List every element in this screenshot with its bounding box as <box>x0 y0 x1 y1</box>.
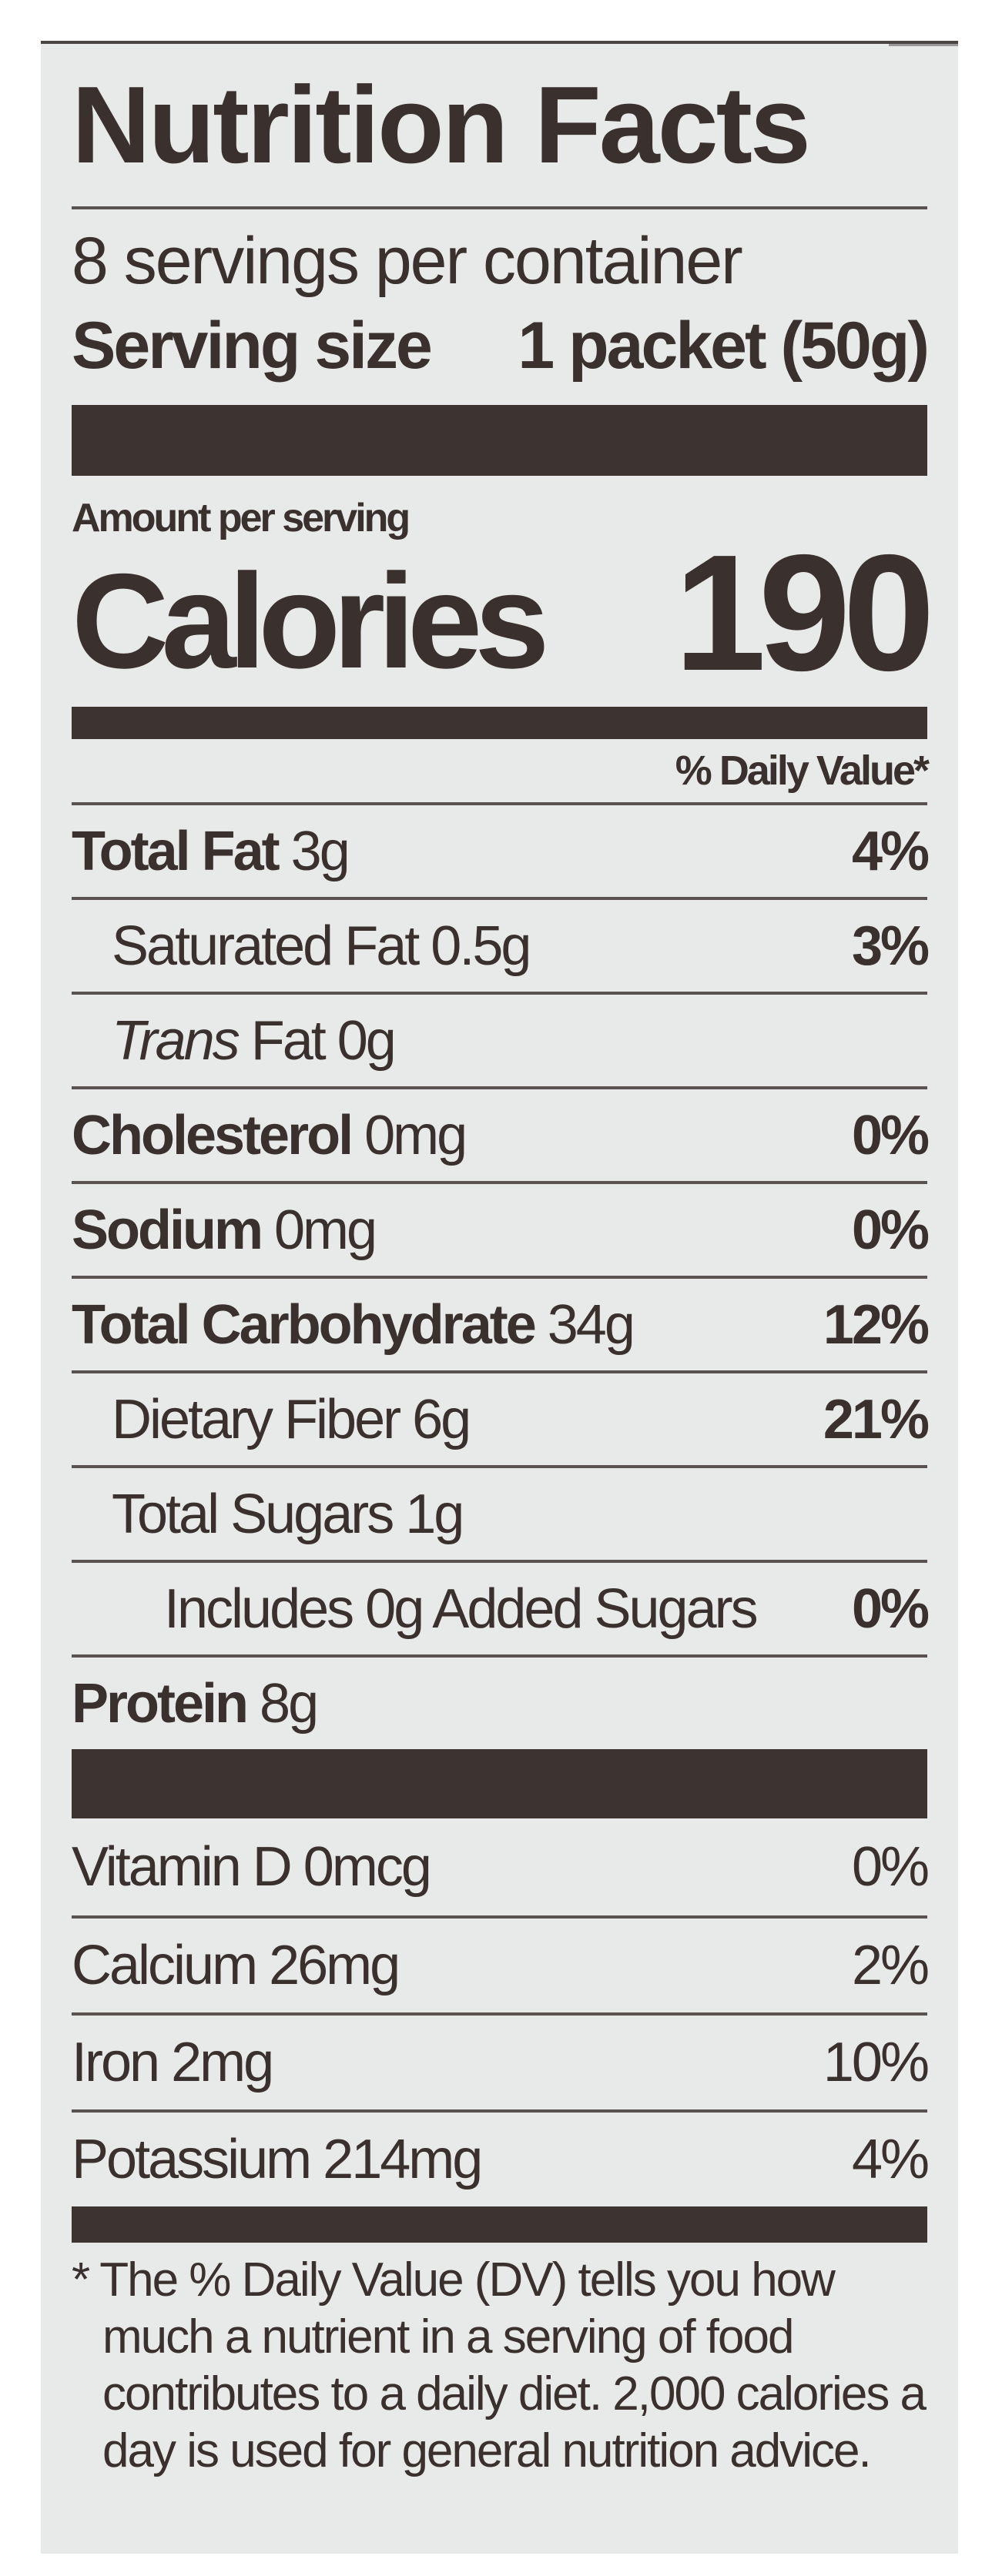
vitamin-amount: 214mg <box>323 2129 483 2190</box>
medium-divider <box>72 2206 927 2243</box>
nutrient-label: Total Sugars 1g <box>112 1483 464 1546</box>
vitamin-name: Potassium <box>72 2129 312 2190</box>
vitamin-daily-value: 2% <box>851 1935 930 1996</box>
nutrient-label: Dietary Fiber 6g <box>112 1388 471 1451</box>
vitamin-row: Vitamin D 0mcg 0% <box>72 1818 930 1915</box>
vitamin-amount: 26mg <box>269 1935 400 1996</box>
nutrient-label: Saturated Fat 0.5g <box>112 915 531 978</box>
vitamin-label: Vitamin D 0mcg <box>72 1835 432 1899</box>
vitamin-daily-value: 10% <box>823 2032 930 2093</box>
nutrient-amount: 0g <box>337 1009 397 1072</box>
vitamin-amount: 0mcg <box>303 1836 432 1898</box>
nutrition-facts-panel: Nutrition Facts 8 servings per container… <box>41 41 958 2554</box>
nutrient-name: Total Fat <box>72 820 280 882</box>
vitamin-row: Potassium 214mg 4% <box>72 2109 930 2206</box>
nutrient-name: Includes 0g Added Sugars <box>164 1577 759 1640</box>
nutrient-amount: 1g <box>405 1483 464 1545</box>
nutrient-row: Dietary Fiber 6g 21% <box>72 1370 930 1465</box>
medium-divider <box>72 707 927 739</box>
footnote: * The % Daily Value (DV) tells you how m… <box>72 2253 927 2477</box>
nutrient-amount: 0mg <box>364 1104 467 1166</box>
vitamin-label: Potassium 214mg <box>72 2128 483 2191</box>
servings-per-container: 8 servings per container <box>72 224 743 298</box>
nutrient-label: Includes 0g Added Sugars <box>164 1577 759 1641</box>
nutrient-row: Includes 0g Added Sugars 0% <box>72 1560 930 1654</box>
nutrient-daily-value: 0% <box>851 1199 930 1261</box>
thick-divider <box>72 405 927 476</box>
nutrient-daily-value: 0% <box>851 1104 930 1166</box>
nutrient-name: Cholesterol <box>72 1104 354 1166</box>
vitamin-daily-value: 4% <box>851 2129 930 2190</box>
vitamin-list: Vitamin D 0mcg 0% Calcium 26mg 2% Iron 2mg 10… <box>72 1818 930 2206</box>
paper-fold <box>889 44 958 115</box>
nutrient-row: Total Fat 3g 4% <box>72 802 930 897</box>
nutrient-row: Sodium 0mg 0% <box>72 1181 930 1276</box>
serving-size-label: Serving size <box>72 309 433 383</box>
nutrient-label: Trans Fat 0g <box>112 1009 397 1072</box>
nutrient-amount: 8g <box>260 1672 319 1735</box>
nutrient-name: Sodium <box>72 1199 263 1261</box>
nutrient-daily-value: 21% <box>823 1388 930 1450</box>
nutrient-amount: 6g <box>412 1388 471 1450</box>
nutrient-name: Saturated Fat <box>112 915 420 977</box>
vitamin-name: Vitamin D <box>72 1836 293 1898</box>
nutrient-daily-value: 12% <box>823 1293 930 1356</box>
amount-per-serving: Amount per serving <box>72 496 411 540</box>
nutrient-amount: 34g <box>547 1293 635 1356</box>
daily-value-header: % Daily Value* <box>675 748 930 794</box>
serving-size: Serving size 1 packet (50g) <box>72 303 930 388</box>
panel-title: Nutrition Facts <box>72 64 811 186</box>
serving-size-value: 1 packet (50g) <box>518 309 930 383</box>
vitamin-label: Iron 2mg <box>72 2031 274 2094</box>
nutrient-row: Trans Fat 0g <box>72 992 927 1086</box>
nutrient-name: Protein <box>72 1672 249 1735</box>
vitamin-daily-value: 0% <box>851 1836 930 1898</box>
calories-label: Calories <box>72 547 550 697</box>
vitamin-row: Calcium 26mg 2% <box>72 1915 930 2012</box>
nutrient-name: Fat <box>250 1009 327 1072</box>
vitamin-name: Iron <box>72 2032 160 2093</box>
nutrient-label: Total Fat 3g <box>72 820 350 883</box>
nutrient-row: Cholesterol 0mg 0% <box>72 1086 930 1181</box>
nutrient-name-italic: Trans <box>112 1009 240 1072</box>
nutrient-amount: 3g <box>290 820 350 882</box>
nutrient-name: Total Carbohydrate <box>72 1293 537 1356</box>
nutrient-row: Saturated Fat 0.5g 3% <box>72 897 930 992</box>
nutrient-daily-value: 3% <box>851 915 930 977</box>
nutrient-amount: 0.5g <box>431 915 531 977</box>
vitamin-label: Calcium 26mg <box>72 1934 400 1997</box>
nutrient-label: Protein 8g <box>72 1672 319 1735</box>
nutrient-row: Total Sugars 1g <box>72 1465 927 1560</box>
divider <box>72 206 927 209</box>
nutrient-row: Protein 8g <box>72 1654 927 1749</box>
calories-value: 190 <box>674 520 935 705</box>
nutrient-name: Dietary Fiber <box>112 1388 401 1450</box>
nutrient-name: Total Sugars <box>112 1483 394 1545</box>
nutrient-daily-value: 4% <box>851 820 930 882</box>
calories-row: Calories 190 <box>72 530 935 697</box>
nutrient-amount: 0mg <box>274 1199 377 1261</box>
nutrient-label: Total Carbohydrate 34g <box>72 1293 635 1357</box>
nutrient-list: Total Fat 3g 4% Saturated Fat 0.5g 3% Trans … <box>72 802 930 1749</box>
thick-divider <box>72 1749 927 1818</box>
vitamin-amount: 2mg <box>171 2032 274 2093</box>
vitamin-row: Iron 2mg 10% <box>72 2012 930 2109</box>
nutrient-label: Sodium 0mg <box>72 1199 377 1262</box>
nutrient-label: Cholesterol 0mg <box>72 1104 467 1167</box>
vitamin-name: Calcium <box>72 1935 258 1996</box>
nutrient-row: Total Carbohydrate 34g 12% <box>72 1276 930 1370</box>
nutrient-daily-value: 0% <box>851 1577 930 1640</box>
